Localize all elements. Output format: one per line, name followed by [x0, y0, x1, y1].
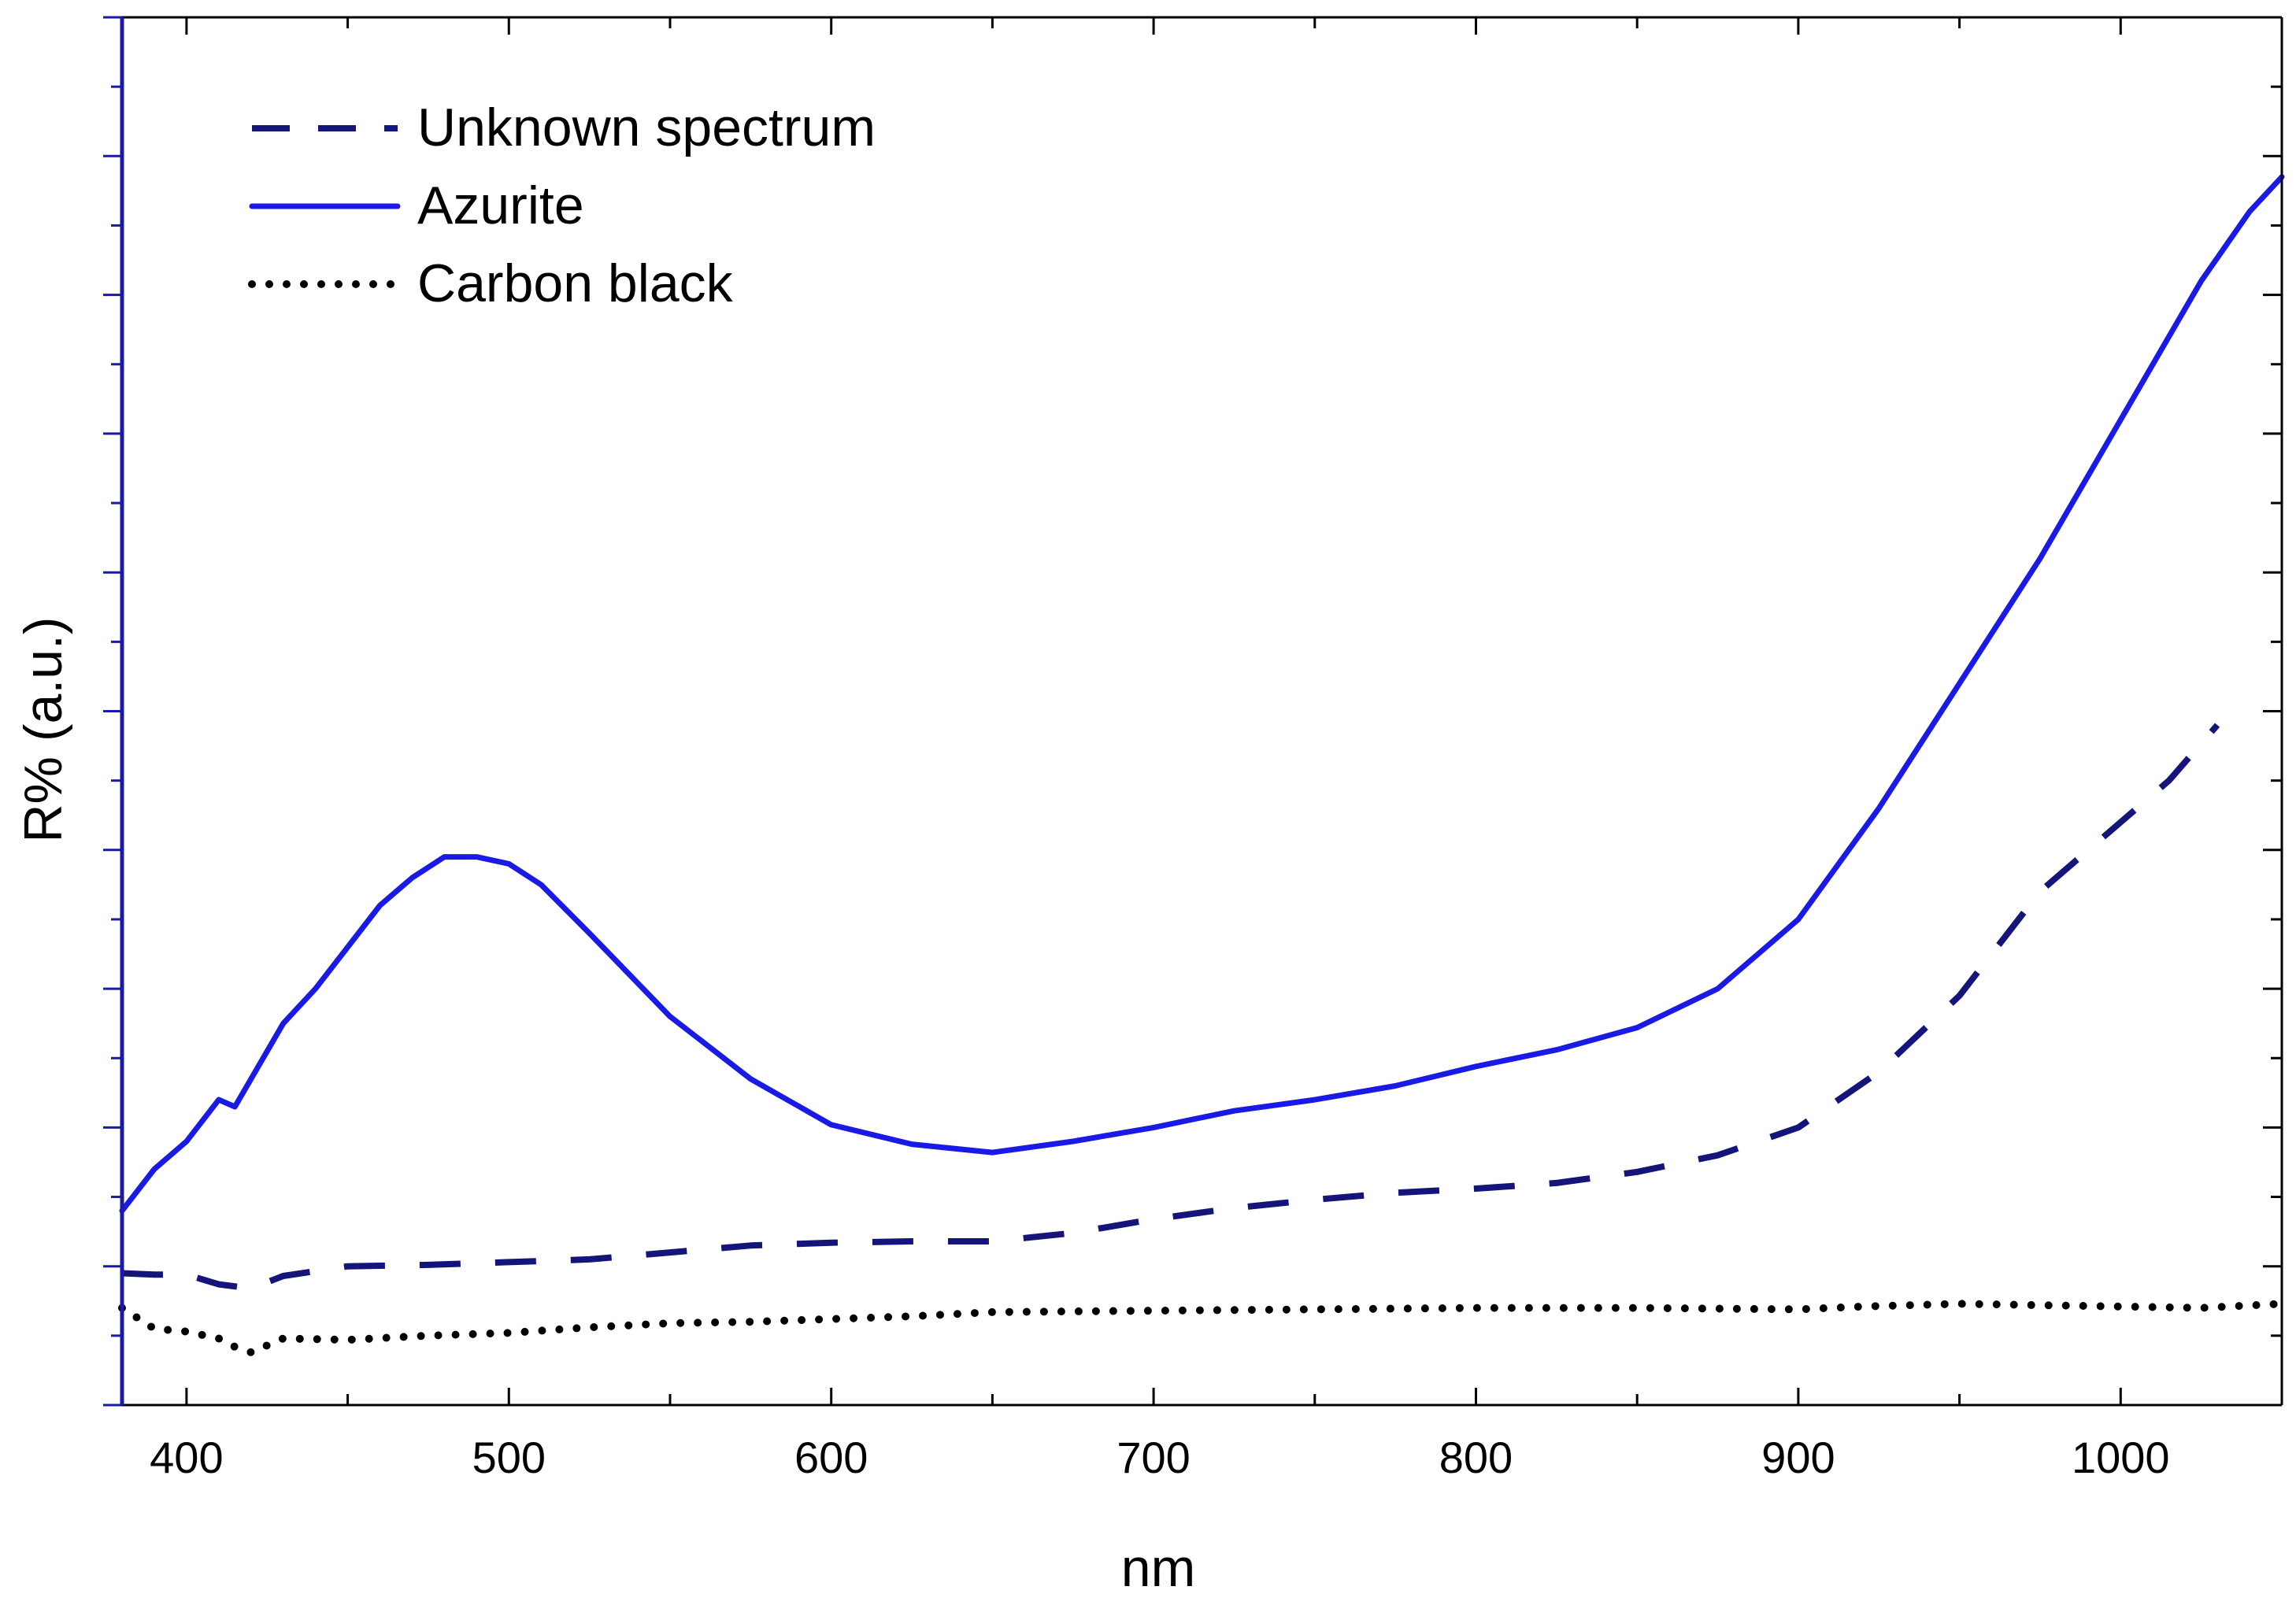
x-tick-label: 1000	[2072, 1433, 2170, 1482]
x-tick-label: 800	[1439, 1433, 1513, 1482]
axes-layer: 400 500 600 700 800 900 1000	[103, 16, 2283, 1482]
legend-label-unknown-spectrum: Unknown spectrum	[417, 98, 876, 157]
x-tick-label: 600	[794, 1433, 868, 1482]
series-line-carbon-black	[118, 1300, 2286, 1356]
x-tick-label: 400	[150, 1433, 223, 1482]
x-tick-label: 900	[1761, 1433, 1835, 1482]
legend-label-carbon-black: Carbon black	[417, 253, 734, 313]
series-line-unknown-spectrum	[121, 723, 2220, 1292]
legend: Unknown spectrum Azurite Carbon black	[248, 98, 876, 313]
y-axis-label: R% (a.u.)	[13, 616, 73, 842]
series-layer	[118, 174, 2286, 1356]
x-tick-label: 500	[472, 1433, 546, 1482]
x-axis-label: nm	[1121, 1538, 1195, 1598]
legend-label-azurite: Azurite	[417, 176, 584, 235]
x-tick-label: 700	[1117, 1433, 1190, 1482]
series-line-azurite	[119, 174, 2285, 1214]
